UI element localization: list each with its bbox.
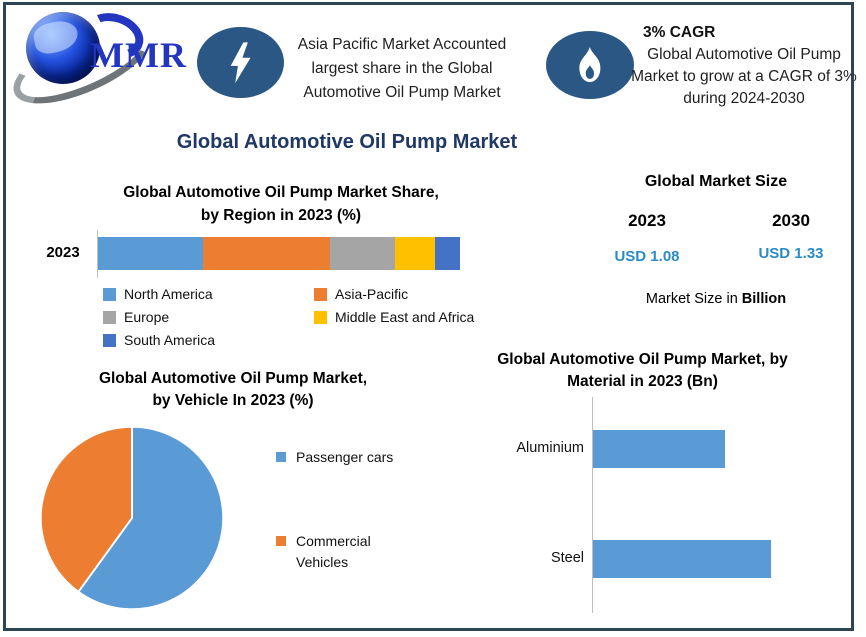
legend-swatch-icon [103,333,116,347]
region-legend-item-middle-east-and-africa: Middle East and Africa [314,306,474,328]
material-bar-aluminium [593,430,725,468]
cagr-block: 3% CAGR Global Automotive Oil Pump Marke… [628,24,860,110]
lightning-icon [197,27,284,98]
legend-swatch-icon [103,287,116,301]
material-category-aluminium: Aluminium [516,440,584,456]
mmr-logo: MMR [2,5,189,120]
region-legend-item-north-america: North America [103,283,314,305]
region-bar-segment-north-america [98,237,203,270]
market-size-year-2030: 2030 [772,211,810,230]
legend-swatch-icon [276,452,286,462]
region-stacked-bar [98,237,460,270]
legend-swatch-icon [276,535,286,546]
material-chart-title: Global Automotive Oil Pump Market, by Ma… [450,349,835,394]
region-axis-line [97,230,98,278]
legend-label: Passenger cars [296,449,394,465]
region-bar-segment-middle-east-and-africa [394,237,435,270]
vehicle-chart-title-line2: by Vehicle In 2023 (%) [152,392,314,410]
market-size-value-2030: USD 1.33 [758,245,824,262]
flame-icon [546,31,634,99]
region-bar-segment-south-america [434,237,460,270]
region-chart-title-line1: Global Automotive Oil Pump Market Share, [123,184,439,201]
material-category-steel: Steel [550,550,584,566]
pie-slice-commercial-vehicles [39,425,133,594]
material-bar-steel [593,540,771,578]
legend-label: Middle East and Africa [335,309,475,325]
material-chart-title-line1: Global Automotive Oil Pump Market, by [497,351,788,368]
legend-swatch-icon [314,310,327,324]
material-chart-title-line2: Material in 2023 (Bn) [567,373,718,391]
region-category-label: 2023 [46,244,80,261]
page-title: Global Automotive Oil Pump Market [176,131,518,153]
vehicle-legend-item-commercial-vehicles: Commercial Vehicles [276,531,408,574]
region-chart-title-line2: by Region in 2023 (%) [200,207,362,225]
legend-label: Asia-Pacific [335,286,409,302]
cagr-text: Global Automotive Oil Pump Market to gro… [631,46,857,107]
market-size-note-unit: Billion [741,291,787,307]
vehicle-chart-title-line1: Global Automotive Oil Pump Market, [98,370,368,387]
market-size-year-2023: 2023 [628,211,666,230]
legend-label: Europe [124,309,170,325]
vehicle-pie-legend: Passenger cars Commercial Vehicles [276,447,408,574]
cagr-heading: 3% CAGR [643,24,716,41]
legend-label: Commercial Vehicles [296,532,371,571]
region-bar-segment-europe [329,237,395,270]
highlight-text: Asia Pacific Market Accounted largest sh… [297,36,507,102]
region-legend-item-asia-pacific: Asia-Pacific [314,283,474,305]
vehicle-legend-item-passenger-cars: Passenger cars [276,447,408,469]
region-bar-segment-asia-pacific [202,237,330,270]
logo-text: MMR [90,35,187,75]
pie-slice-passenger-cars [77,425,225,611]
material-axis-line [592,397,593,613]
vehicle-pie-svg [39,425,225,611]
region-legend-item-europe: Europe [103,306,314,328]
legend-label: North America [124,286,213,302]
market-size-note-prefix: Market Size in [645,291,742,307]
material-chart: Aluminium Steel [450,397,850,613]
region-legend-item-south-america: South America [103,329,314,351]
market-size-value-2023: USD 1.08 [614,248,680,265]
market-size-title: Global Market Size [644,173,788,190]
vehicle-chart-title: Global Automotive Oil Pump Market, by Ve… [23,368,443,413]
region-legend: North America Asia-Pacific Europe Middle Ea… [103,283,474,351]
globe-icon [26,12,100,84]
market-size-note: Market Size in Billion [566,291,866,307]
legend-swatch-icon [103,310,116,324]
legend-label: South America [124,332,216,348]
region-chart-title: Global Automotive Oil Pump Market Share,… [51,181,511,228]
legend-swatch-icon [314,287,327,301]
